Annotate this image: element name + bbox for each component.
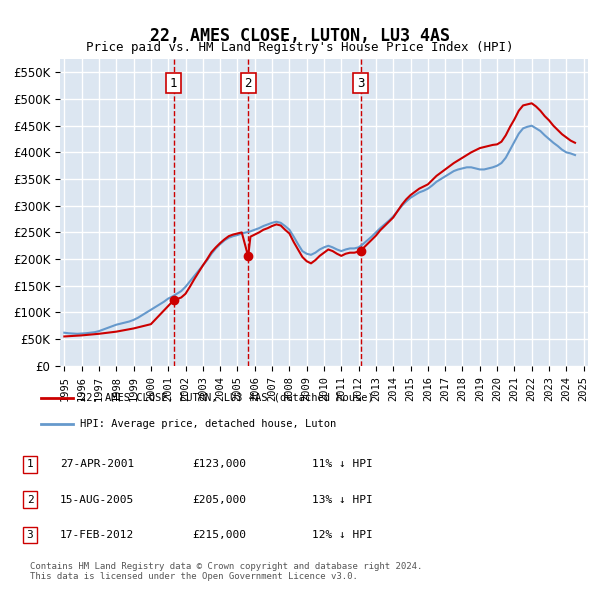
- Text: HPI: Average price, detached house, Luton: HPI: Average price, detached house, Luto…: [80, 419, 337, 429]
- Text: 1: 1: [170, 77, 178, 90]
- Text: £205,000: £205,000: [192, 495, 246, 504]
- Text: 1: 1: [26, 460, 34, 469]
- Text: Price paid vs. HM Land Registry's House Price Index (HPI): Price paid vs. HM Land Registry's House …: [86, 41, 514, 54]
- Text: 27-APR-2001: 27-APR-2001: [60, 460, 134, 469]
- Text: 3: 3: [26, 530, 34, 540]
- Text: 15-AUG-2005: 15-AUG-2005: [60, 495, 134, 504]
- Text: 2: 2: [26, 495, 34, 504]
- Text: 22, AMES CLOSE, LUTON, LU3 4AS: 22, AMES CLOSE, LUTON, LU3 4AS: [150, 27, 450, 45]
- Text: 11% ↓ HPI: 11% ↓ HPI: [312, 460, 373, 469]
- Text: Contains HM Land Registry data © Crown copyright and database right 2024.
This d: Contains HM Land Registry data © Crown c…: [30, 562, 422, 581]
- Text: 2: 2: [244, 77, 252, 90]
- Text: 13% ↓ HPI: 13% ↓ HPI: [312, 495, 373, 504]
- Text: 22, AMES CLOSE, LUTON, LU3 4AS (detached house): 22, AMES CLOSE, LUTON, LU3 4AS (detached…: [80, 392, 374, 402]
- Text: 3: 3: [357, 77, 364, 90]
- Text: 12% ↓ HPI: 12% ↓ HPI: [312, 530, 373, 540]
- Text: £215,000: £215,000: [192, 530, 246, 540]
- Text: £123,000: £123,000: [192, 460, 246, 469]
- Text: 17-FEB-2012: 17-FEB-2012: [60, 530, 134, 540]
